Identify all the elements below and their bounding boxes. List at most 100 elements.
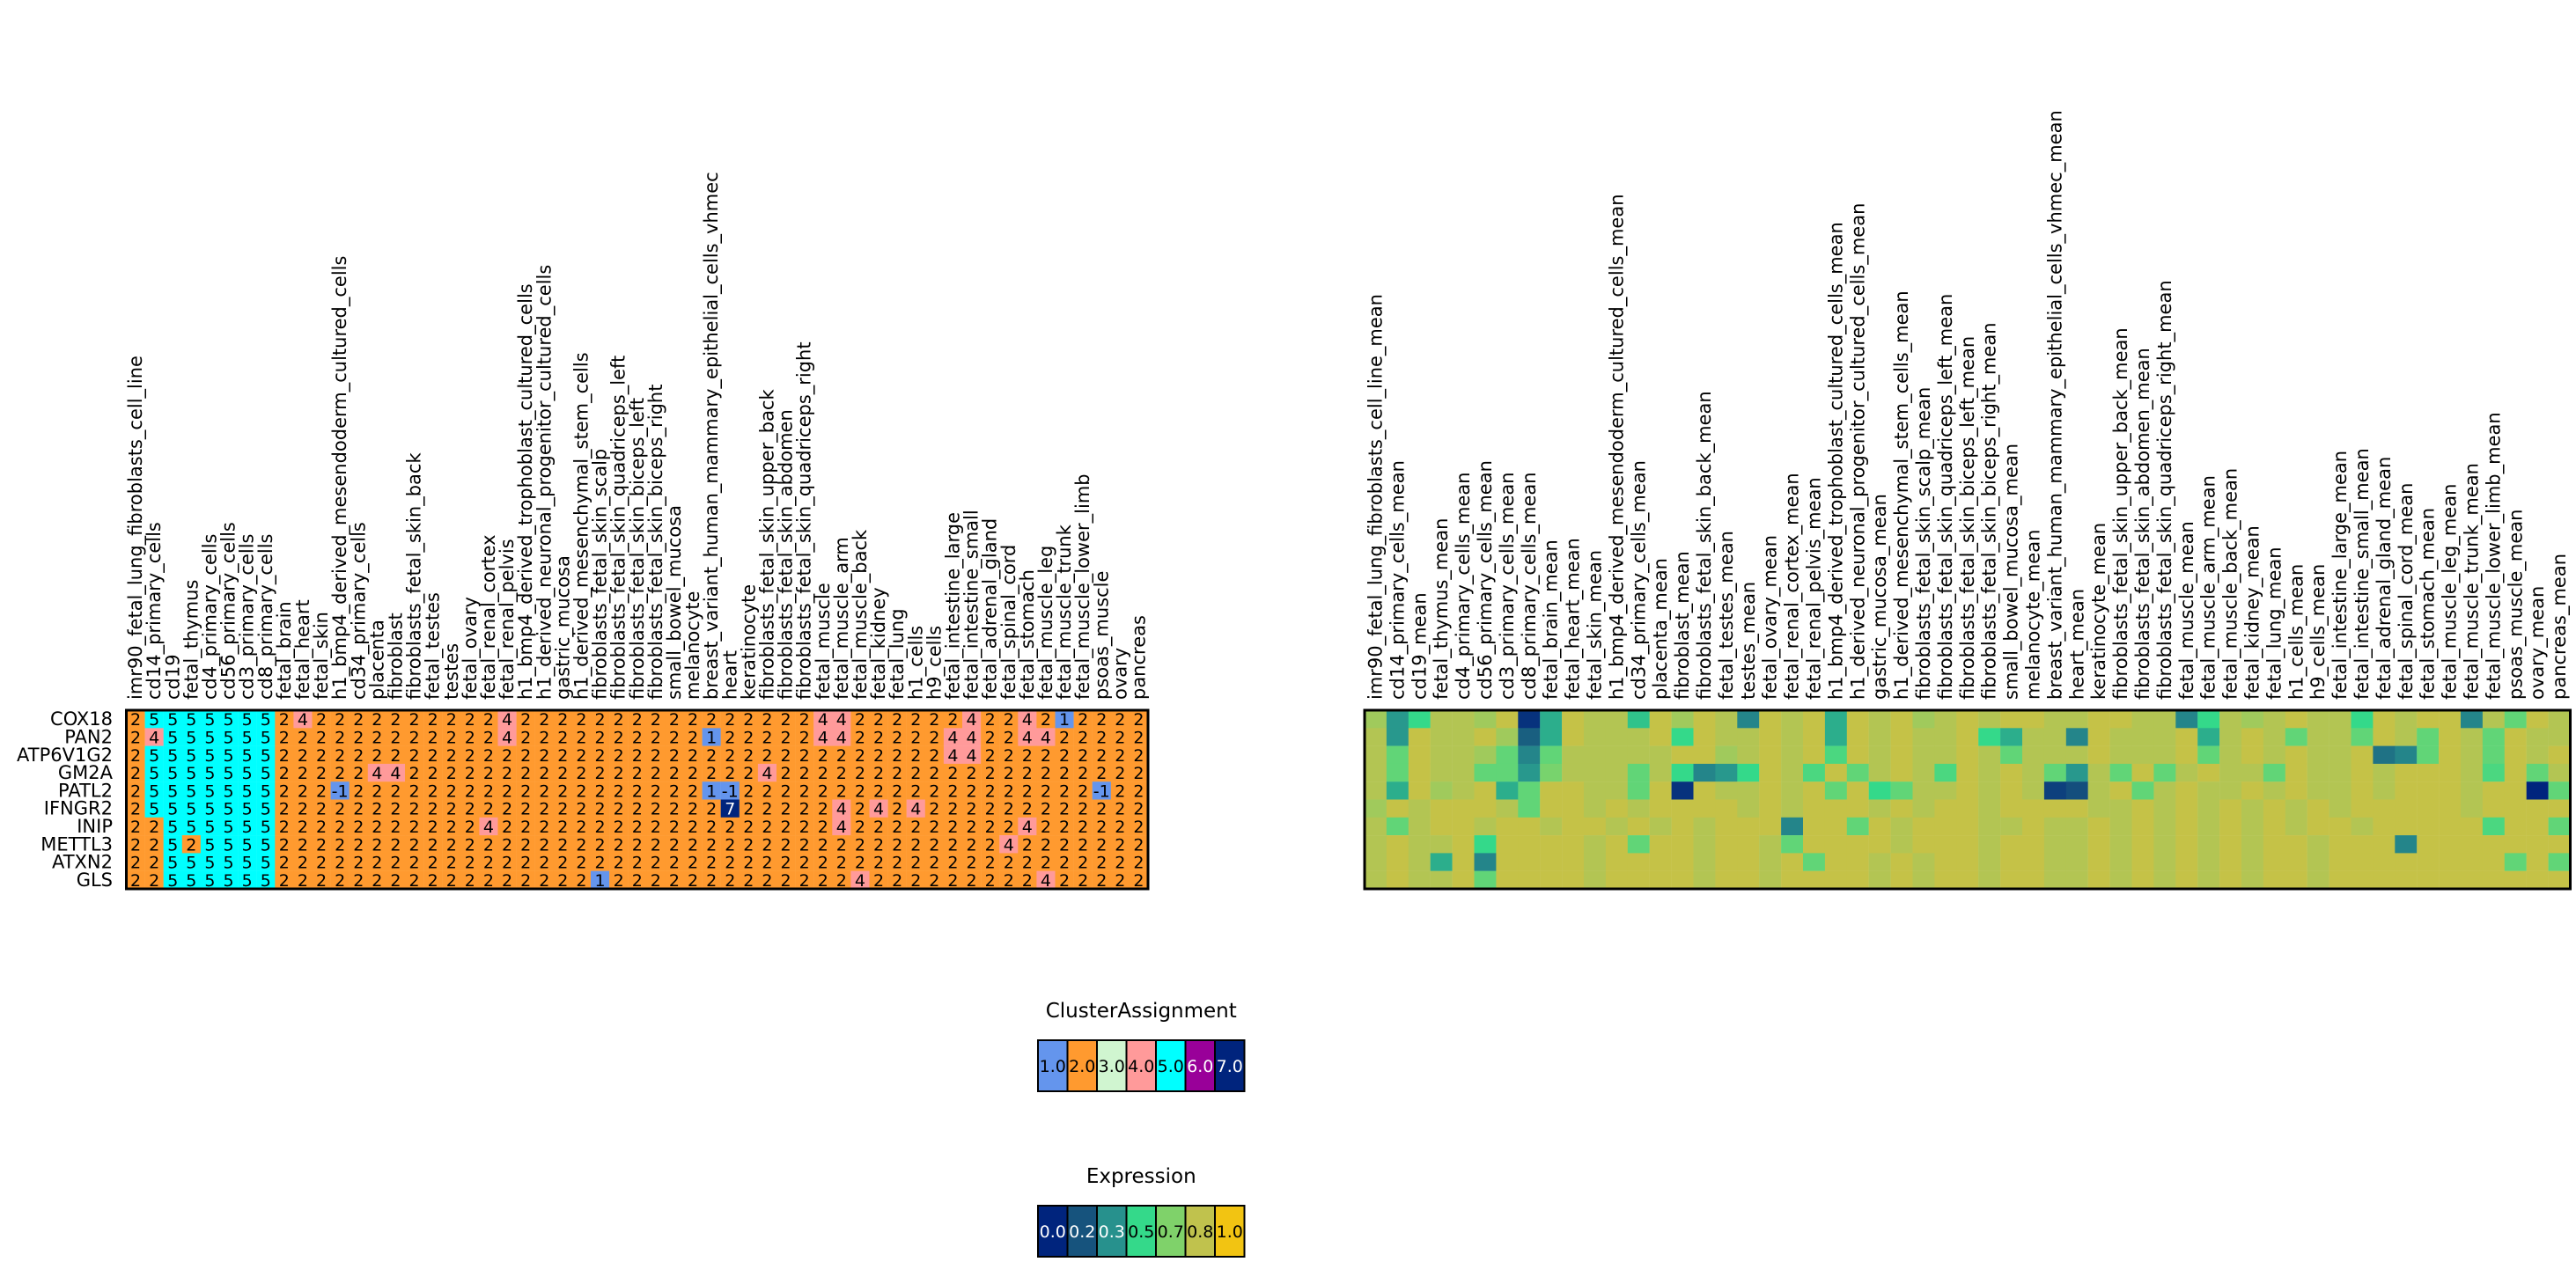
expression-cell <box>1518 781 1541 800</box>
cluster-cell <box>571 870 592 890</box>
expression-column-label: fibroblast_mean <box>1672 551 1694 700</box>
expression-cell <box>2022 710 2045 729</box>
cluster-cell <box>1092 728 1111 746</box>
cluster-cell <box>981 835 1000 854</box>
cluster-cell-label: 2 <box>873 854 884 873</box>
expression-cell <box>1518 835 1541 854</box>
cluster-cell-label: 5 <box>242 835 253 855</box>
cluster-cell-label: 2 <box>1078 764 1088 783</box>
expression-cell <box>2285 763 2307 782</box>
cluster-cell-label: 5 <box>186 818 196 837</box>
cluster-cell-label: 2 <box>539 764 549 783</box>
cluster-cell <box>887 835 907 854</box>
cluster-cell-label: 2 <box>372 835 382 855</box>
expression-cell <box>2504 817 2527 836</box>
expression-column-label: fetal_intestine_large_mean <box>2329 451 2352 700</box>
expression-cell <box>2065 781 2088 800</box>
expression-cell <box>1737 817 1760 836</box>
cluster-cell <box>943 745 963 765</box>
expression-cell <box>1956 835 1979 854</box>
expression-cell <box>1846 853 1869 871</box>
cluster-cell-label: 5 <box>224 710 234 730</box>
cluster-cell <box>943 728 963 746</box>
cluster-cell <box>943 817 963 836</box>
cluster-cell <box>999 870 1019 890</box>
cluster-cell <box>609 781 629 800</box>
cluster-cell <box>312 781 331 800</box>
row-label-atxn2: ATXN2 <box>52 852 113 873</box>
expression-cell <box>1365 817 1387 836</box>
cluster-column-label: fibroblasts_fetal_skin_back <box>404 452 426 700</box>
expression-column-label: testes_mean <box>1738 582 1760 700</box>
cluster-cell-label: 2 <box>298 746 308 766</box>
expression-cell <box>1671 763 1694 782</box>
cluster-cell-label: 2 <box>873 728 884 747</box>
cluster-cell-label: 2 <box>947 800 958 819</box>
cluster-column-label: keratinocyte <box>738 584 759 700</box>
expression-cell <box>1408 710 1431 729</box>
cluster-cell-label: 2 <box>595 854 606 873</box>
cluster-column-label: psoas_muscle <box>1091 571 1113 700</box>
cluster-cell <box>460 799 480 818</box>
cluster-cell-label: 2 <box>892 835 902 855</box>
cluster-cell-label: 2 <box>428 728 438 747</box>
cluster-cell-label: 2 <box>1115 835 1125 855</box>
expression-cell <box>2000 745 2023 765</box>
cluster-cell-label: 5 <box>242 854 253 873</box>
cluster-cell <box>1055 817 1074 836</box>
cluster-cell-label: 2 <box>1041 835 1051 855</box>
cluster-cell <box>163 710 182 729</box>
cluster-cell <box>628 853 647 871</box>
expression-column-label: fetal_renal_pelvis_mean <box>1803 477 1825 700</box>
cluster-cell-label: 2 <box>985 835 996 855</box>
cluster-cell-label: 2 <box>614 871 624 891</box>
cluster-cell <box>367 781 387 800</box>
row-label-gm2a: GM2A <box>58 762 114 783</box>
cluster-cell-label: 2 <box>967 818 977 837</box>
cluster-column-label: pancreas <box>1128 615 1149 700</box>
expression-cell <box>2439 781 2462 800</box>
cluster-cell <box>924 763 945 782</box>
cluster-cell-label: 5 <box>204 854 215 873</box>
expression-cell <box>1562 870 1585 890</box>
expression-cell <box>2109 853 2132 871</box>
cluster-cell <box>813 728 833 746</box>
cluster-cell-label: 2 <box>910 710 921 730</box>
cluster-column-label: fetal_intestine_large <box>942 512 964 700</box>
expression-cell <box>1978 728 2001 746</box>
cluster-cell <box>720 728 740 746</box>
expression-cell <box>2548 710 2571 729</box>
expression-column-label: breast_variant_human_mammary_epithelial_… <box>2044 110 2066 700</box>
expression-cell <box>1759 835 1782 854</box>
cluster-cell-label: 2 <box>669 728 680 747</box>
expression-cell <box>1956 799 1979 818</box>
cluster-cell-label: 2 <box>669 781 680 801</box>
expression-cell <box>2351 745 2374 765</box>
cluster-cell-label: 4 <box>836 800 847 819</box>
cluster-cell <box>423 853 443 871</box>
cluster-cell <box>832 799 851 818</box>
cluster-cell <box>924 745 945 765</box>
cluster-cell-label: 2 <box>353 818 364 837</box>
expression-cell <box>1693 799 1716 818</box>
expression-cell <box>2263 728 2285 746</box>
legend-swatch <box>1037 1039 1069 1092</box>
expression-cell <box>1562 853 1585 871</box>
expression-cell <box>1868 799 1891 818</box>
expression-cell <box>1365 870 1387 890</box>
expression-cell <box>2482 853 2505 871</box>
cluster-cell-label: 2 <box>614 710 624 730</box>
cluster-cell-label: 2 <box>1022 800 1033 819</box>
cluster-cell-label: 5 <box>149 710 159 730</box>
expression-cell <box>1803 853 1826 871</box>
expression-cell <box>2461 799 2484 818</box>
cluster-cell <box>832 763 851 782</box>
cluster-cell-label: 2 <box>1078 871 1088 891</box>
cluster-column-label: fetal_spinal_cord <box>998 545 1020 700</box>
cluster-cell <box>1110 710 1130 729</box>
expression-cell <box>2175 835 2198 854</box>
expression-cell <box>1715 763 1738 782</box>
cluster-cell-label: 5 <box>261 871 271 891</box>
expression-cell <box>1649 799 1672 818</box>
cluster-cell <box>386 835 406 854</box>
